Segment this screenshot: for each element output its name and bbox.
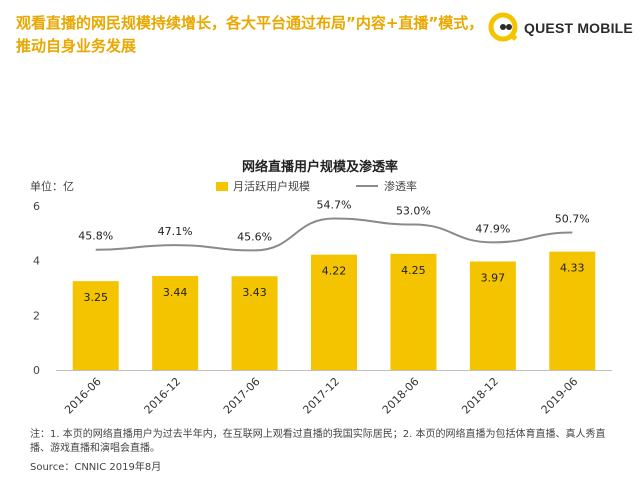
- legend-bar-label: 月活跃用户规模: [233, 180, 310, 193]
- bar-value-label: 3.44: [163, 286, 188, 299]
- chart-title: 网络直播用户规模及渗透率: [241, 160, 398, 175]
- unit-label: 单位：亿: [30, 180, 74, 193]
- bar-value-label: 4.25: [401, 264, 426, 277]
- page-headline: 观看直播的网民规模持续增长，各大平台通过布局”内容+直播”模式，推动自身业务发展: [16, 14, 484, 55]
- logo-icon: [488, 12, 518, 42]
- x-tick-label: 2017-12: [300, 375, 342, 417]
- penetration-label: 45.6%: [237, 230, 272, 243]
- legend-line: 渗透率: [356, 178, 417, 194]
- footnote: 注：1. 本页的网络直播用户为过去半年内，在互联网上观看过直播的我国实际居民；2…: [30, 429, 606, 454]
- bar: [549, 251, 596, 370]
- legend-bar-swatch: [216, 181, 228, 191]
- bar: [390, 253, 437, 370]
- bar-value-label: 4.33: [560, 262, 585, 275]
- legend-line-label: 渗透率: [384, 180, 417, 193]
- x-tick-label: 2018-06: [380, 375, 422, 417]
- penetration-label: 50.7%: [555, 213, 590, 226]
- logo-text: QUEST MOBILE: [524, 20, 633, 36]
- y-tick-label: 0: [33, 364, 40, 377]
- legend-line-swatch: [356, 185, 378, 187]
- penetration-label: 45.8%: [78, 230, 113, 243]
- penetration-label: 53.0%: [396, 205, 431, 218]
- x-tick-label: 2016-06: [62, 375, 104, 417]
- bar-value-label: 4.22: [322, 265, 347, 278]
- bar: [311, 254, 357, 370]
- penetration-label: 54.7%: [317, 199, 352, 212]
- x-tick-label: 2016-12: [142, 375, 184, 417]
- source-text: Source：CNNIC 2019年8月: [30, 462, 162, 473]
- penetration-label: 47.9%: [475, 222, 510, 235]
- bar: [152, 275, 199, 370]
- bar-value-label: 3.97: [481, 271, 506, 284]
- bar: [231, 276, 278, 370]
- x-tick-label: 2018-12: [459, 375, 501, 417]
- bar-value-label: 3.43: [242, 286, 267, 299]
- penetration-label: 47.1%: [158, 225, 193, 238]
- x-tick-label: 2019-06: [539, 375, 581, 417]
- y-tick-label: 4: [33, 255, 40, 268]
- bar: [72, 281, 119, 370]
- legend-bar: 月活跃用户规模: [216, 178, 310, 194]
- penetration-line: [95, 217, 573, 252]
- bar: [469, 261, 516, 370]
- y-tick-label: 6: [33, 200, 40, 213]
- x-tick-label: 2017-06: [221, 375, 263, 417]
- quest-mobile-logo: QUEST MOBILE: [488, 10, 634, 46]
- y-tick-label: 2: [33, 309, 40, 322]
- bar-value-label: 3.25: [83, 291, 108, 304]
